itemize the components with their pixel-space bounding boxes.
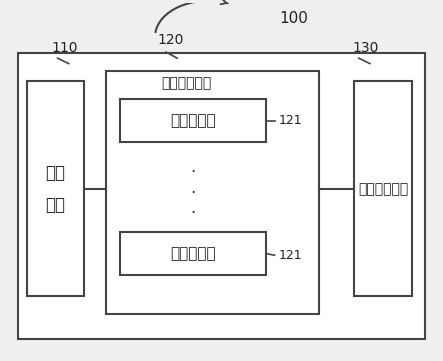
Text: 110: 110 [51,40,78,55]
Bar [18,53,425,339]
Text: 130: 130 [352,40,379,55]
Bar [354,82,412,296]
Text: 第一伸缩模块: 第一伸缩模块 [162,76,212,90]
Text: 100: 100 [279,11,308,26]
Bar [27,82,84,296]
Text: 120: 120 [157,34,184,47]
Bar [120,232,266,275]
Text: 负载均衡器: 负载均衡器 [170,246,215,261]
Bar [120,99,266,142]
Text: 第二伸缩模块: 第二伸缩模块 [358,182,408,196]
Text: 121: 121 [279,114,303,127]
Text: 管理
模块: 管理 模块 [45,164,66,214]
Text: ·
·
·: · · · [190,163,195,222]
Text: 121: 121 [279,249,303,262]
Text: 负载均衡器: 负载均衡器 [170,113,215,129]
Bar [106,71,319,314]
